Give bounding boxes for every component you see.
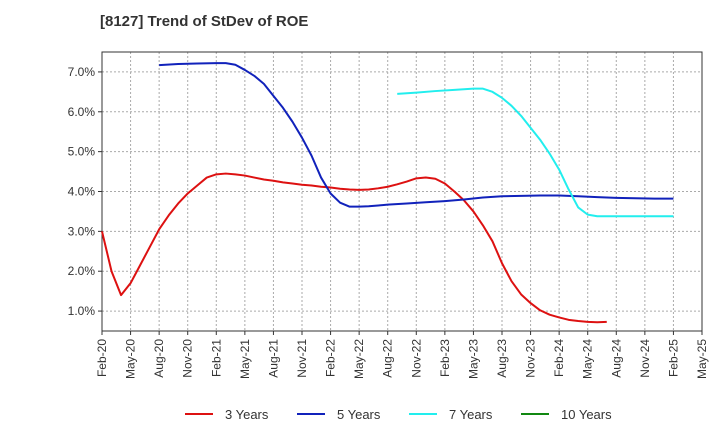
y-tick-label: 1.0% bbox=[68, 304, 96, 318]
chart-title: [8127] Trend of StDev of ROE bbox=[100, 13, 308, 30]
x-tick-label: May-20 bbox=[124, 339, 138, 379]
series-line-5-years bbox=[159, 62, 674, 208]
x-tick-label: Aug-24 bbox=[609, 339, 623, 378]
x-tick-label: May-22 bbox=[352, 339, 366, 379]
x-tick-label: Nov-20 bbox=[181, 339, 195, 378]
legend-label: 3 Years bbox=[225, 407, 269, 422]
y-axis: 1.0% 2.0% 3.0% 4.0% 5.0% 6.0% 7.0% bbox=[68, 65, 102, 318]
x-tick-label: Nov-22 bbox=[409, 339, 423, 378]
x-tick-label: Aug-21 bbox=[266, 339, 280, 378]
series-layer bbox=[101, 62, 674, 324]
x-tick-label: Feb-22 bbox=[324, 339, 338, 377]
x-tick-label: Nov-24 bbox=[638, 339, 652, 378]
legend-label: 10 Years bbox=[561, 407, 612, 422]
y-tick-label: 7.0% bbox=[68, 65, 96, 79]
x-tick-label: Feb-23 bbox=[438, 339, 452, 377]
legend-label: 5 Years bbox=[337, 407, 381, 422]
series-line-7-years bbox=[397, 87, 674, 218]
x-tick-label: May-21 bbox=[238, 339, 252, 379]
y-tick-label: 4.0% bbox=[68, 185, 96, 199]
x-tick-label: Aug-23 bbox=[495, 339, 509, 378]
y-tick-label: 5.0% bbox=[68, 145, 96, 159]
x-tick-label: Feb-20 bbox=[95, 339, 109, 377]
x-tick-label: Feb-24 bbox=[552, 339, 566, 377]
x-tick-label: Aug-22 bbox=[381, 339, 395, 378]
x-tick-label: May-25 bbox=[695, 339, 709, 379]
x-tick-label: Nov-21 bbox=[295, 339, 309, 378]
x-axis: Feb-20 May-20 Aug-20 Nov-20 Feb-21 May-21 Aug-… bbox=[95, 331, 709, 379]
legend: 3 Years 5 Years 7 Years 10 Years bbox=[185, 407, 612, 422]
x-tick-label: Feb-25 bbox=[666, 339, 680, 377]
y-tick-label: 3.0% bbox=[68, 224, 96, 238]
y-tick-label: 6.0% bbox=[68, 105, 96, 119]
x-tick-label: Nov-23 bbox=[524, 339, 538, 378]
x-tick-label: Aug-20 bbox=[152, 339, 166, 378]
x-tick-label: May-23 bbox=[466, 339, 480, 379]
x-tick-label: May-24 bbox=[581, 339, 595, 379]
legend-label: 7 Years bbox=[449, 407, 493, 422]
series-line-3-years bbox=[101, 172, 607, 324]
x-tick-label: Feb-21 bbox=[209, 339, 223, 377]
y-tick-label: 2.0% bbox=[68, 264, 96, 278]
grid bbox=[101, 52, 703, 331]
